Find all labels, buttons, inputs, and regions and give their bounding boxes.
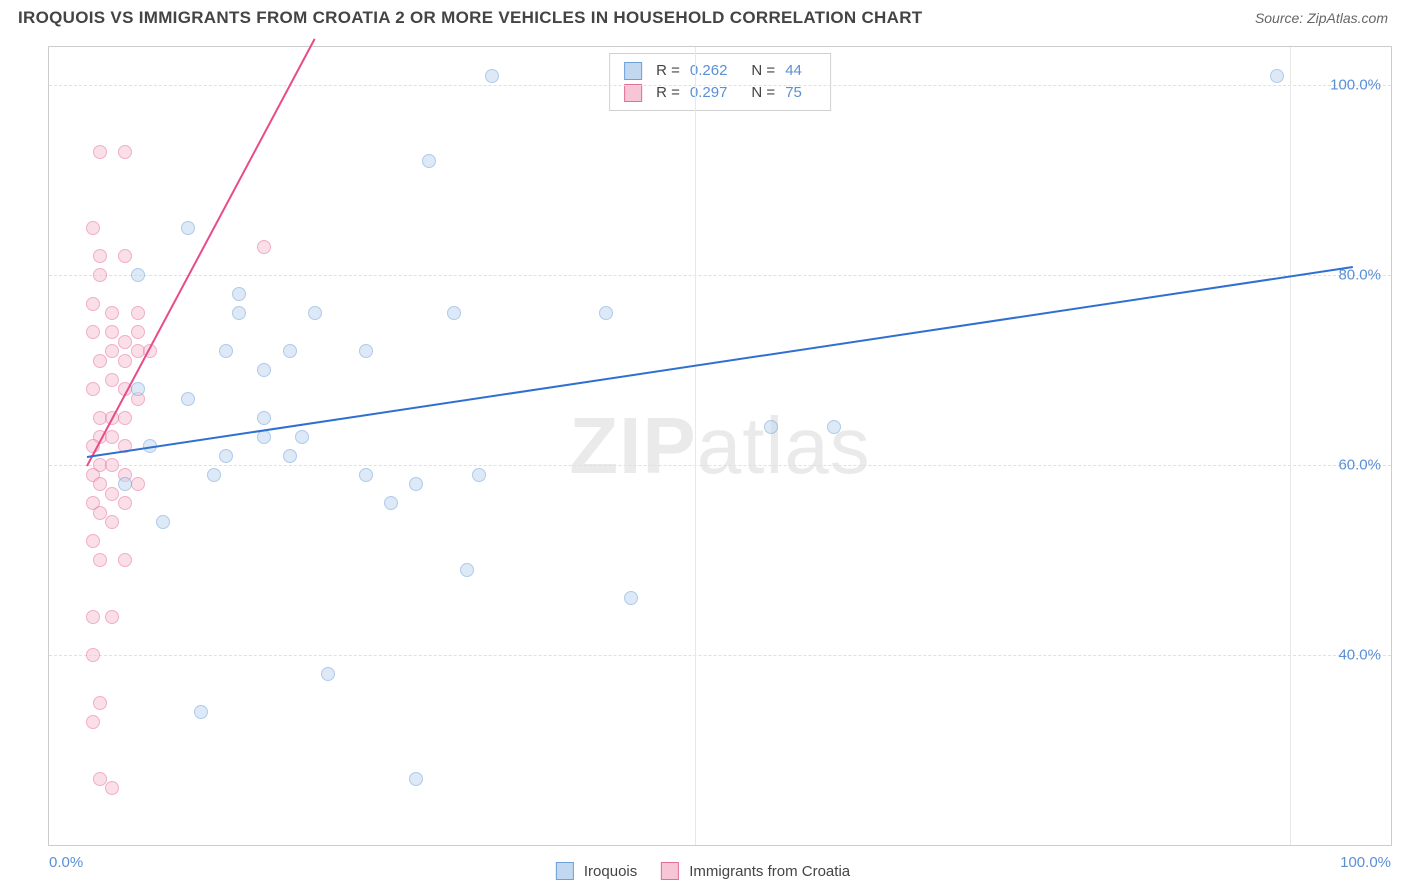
data-point: [485, 69, 499, 83]
data-point: [283, 344, 297, 358]
data-point: [131, 306, 145, 320]
data-point: [86, 382, 100, 396]
watermark: ZIPatlas: [569, 400, 870, 492]
data-point: [105, 610, 119, 624]
gridline: [1290, 47, 1291, 845]
data-point: [86, 221, 100, 235]
y-tick-label: 40.0%: [1338, 647, 1381, 664]
data-point: [1270, 69, 1284, 83]
data-point: [131, 477, 145, 491]
data-point: [384, 496, 398, 510]
data-point: [359, 468, 373, 482]
gridline: [49, 275, 1391, 276]
data-point: [181, 392, 195, 406]
data-point: [219, 449, 233, 463]
data-point: [232, 306, 246, 320]
data-point: [409, 477, 423, 491]
data-point: [93, 506, 107, 520]
data-point: [93, 477, 107, 491]
data-point: [93, 553, 107, 567]
data-point: [86, 534, 100, 548]
data-point: [105, 515, 119, 529]
data-point: [118, 553, 132, 567]
data-point: [93, 145, 107, 159]
data-point: [460, 563, 474, 577]
data-point: [93, 696, 107, 710]
data-point: [86, 648, 100, 662]
data-point: [118, 411, 132, 425]
data-point: [105, 781, 119, 795]
data-point: [118, 354, 132, 368]
data-point: [232, 287, 246, 301]
gridline: [49, 655, 1391, 656]
data-point: [599, 306, 613, 320]
gridline: [49, 85, 1391, 86]
data-point: [86, 325, 100, 339]
data-point: [422, 154, 436, 168]
y-tick-label: 60.0%: [1338, 457, 1381, 474]
data-point: [131, 268, 145, 282]
data-point: [93, 268, 107, 282]
data-point: [359, 344, 373, 358]
data-point: [321, 667, 335, 681]
data-point: [447, 306, 461, 320]
data-point: [624, 591, 638, 605]
data-point: [472, 468, 486, 482]
data-point: [131, 382, 145, 396]
x-axis-min-label: 0.0%: [49, 854, 83, 871]
data-point: [105, 344, 119, 358]
data-point: [93, 354, 107, 368]
data-point: [105, 458, 119, 472]
legend-label: Immigrants from Croatia: [689, 863, 850, 880]
data-point: [156, 515, 170, 529]
data-point: [118, 249, 132, 263]
legend-label: Iroquois: [584, 863, 637, 880]
data-point: [86, 715, 100, 729]
stats-row-series-1: R = 0.262 N = 44: [624, 60, 816, 82]
data-point: [194, 705, 208, 719]
swatch-icon: [624, 84, 642, 102]
data-point: [295, 430, 309, 444]
data-point: [86, 297, 100, 311]
data-point: [257, 411, 271, 425]
scatter-chart: ZIPatlas R = 0.262 N = 44 R = 0.297 N = …: [48, 46, 1392, 846]
chart-title: IROQUOIS VS IMMIGRANTS FROM CROATIA 2 OR…: [18, 8, 922, 28]
data-point: [409, 772, 423, 786]
source-attribution: Source: ZipAtlas.com: [1255, 10, 1388, 26]
data-point: [105, 325, 119, 339]
swatch-icon: [624, 62, 642, 80]
y-tick-label: 100.0%: [1330, 77, 1381, 94]
data-point: [207, 468, 221, 482]
data-point: [93, 249, 107, 263]
swatch-icon: [556, 862, 574, 880]
x-axis-max-label: 100.0%: [1340, 854, 1391, 871]
data-point: [118, 335, 132, 349]
legend-item: Iroquois: [556, 862, 637, 880]
data-point: [219, 344, 233, 358]
data-point: [118, 496, 132, 510]
legend-item: Immigrants from Croatia: [661, 862, 850, 880]
data-point: [118, 477, 132, 491]
data-point: [131, 325, 145, 339]
correlation-stats-box: R = 0.262 N = 44 R = 0.297 N = 75: [609, 53, 831, 111]
data-point: [764, 420, 778, 434]
gridline: [49, 465, 1391, 466]
data-point: [827, 420, 841, 434]
trend-line: [87, 266, 1353, 458]
data-point: [105, 487, 119, 501]
data-point: [118, 145, 132, 159]
data-point: [181, 221, 195, 235]
data-point: [257, 363, 271, 377]
data-point: [283, 449, 297, 463]
data-point: [308, 306, 322, 320]
legend: Iroquois Immigrants from Croatia: [556, 862, 850, 880]
data-point: [93, 772, 107, 786]
data-point: [86, 610, 100, 624]
data-point: [105, 373, 119, 387]
data-point: [105, 430, 119, 444]
data-point: [257, 240, 271, 254]
swatch-icon: [661, 862, 679, 880]
data-point: [105, 306, 119, 320]
gridline: [695, 47, 696, 845]
